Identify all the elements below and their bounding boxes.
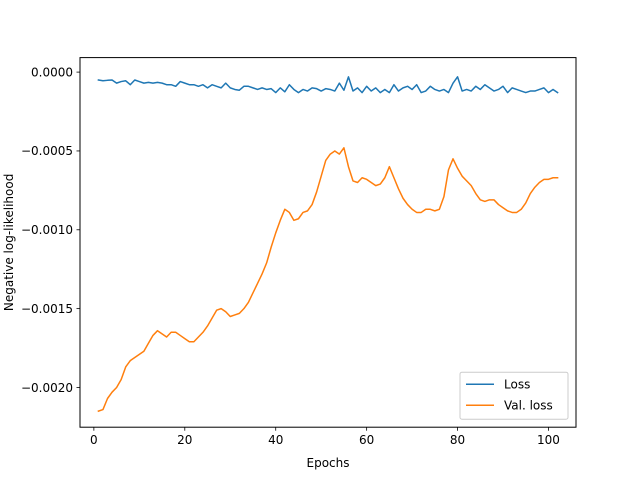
legend-label-loss: Loss xyxy=(504,378,530,392)
y-tick-label: 0.0000 xyxy=(31,65,73,79)
series-line-loss xyxy=(97,76,559,94)
x-tick-label: 0 xyxy=(90,433,98,447)
series-line-val-loss xyxy=(97,147,559,413)
y-tick-label: −0.0015 xyxy=(21,302,73,316)
series-layer xyxy=(97,76,559,413)
x-tick-label: 60 xyxy=(359,433,374,447)
y-tick-label: −0.0010 xyxy=(21,223,73,237)
x-tick-label: 80 xyxy=(450,433,465,447)
y-axis-label: Negative log-likelihood xyxy=(2,174,16,311)
legend-label-val-loss: Val. loss xyxy=(504,399,553,413)
plot-area xyxy=(80,57,576,428)
y-ticks: 0.0000 −0.0005 −0.0010 −0.0015 −0.0020 xyxy=(21,65,80,395)
legend: Loss Val. loss xyxy=(459,371,569,420)
x-tick-label: 100 xyxy=(537,433,560,447)
x-axis-label: Epochs xyxy=(307,456,350,470)
y-tick-label: −0.0005 xyxy=(21,144,73,158)
x-ticks: 0 20 40 60 80 100 xyxy=(90,427,560,447)
x-tick-label: 20 xyxy=(177,433,192,447)
y-tick-label: −0.0020 xyxy=(21,381,73,395)
x-tick-label: 40 xyxy=(268,433,283,447)
plot-frame xyxy=(79,57,577,428)
